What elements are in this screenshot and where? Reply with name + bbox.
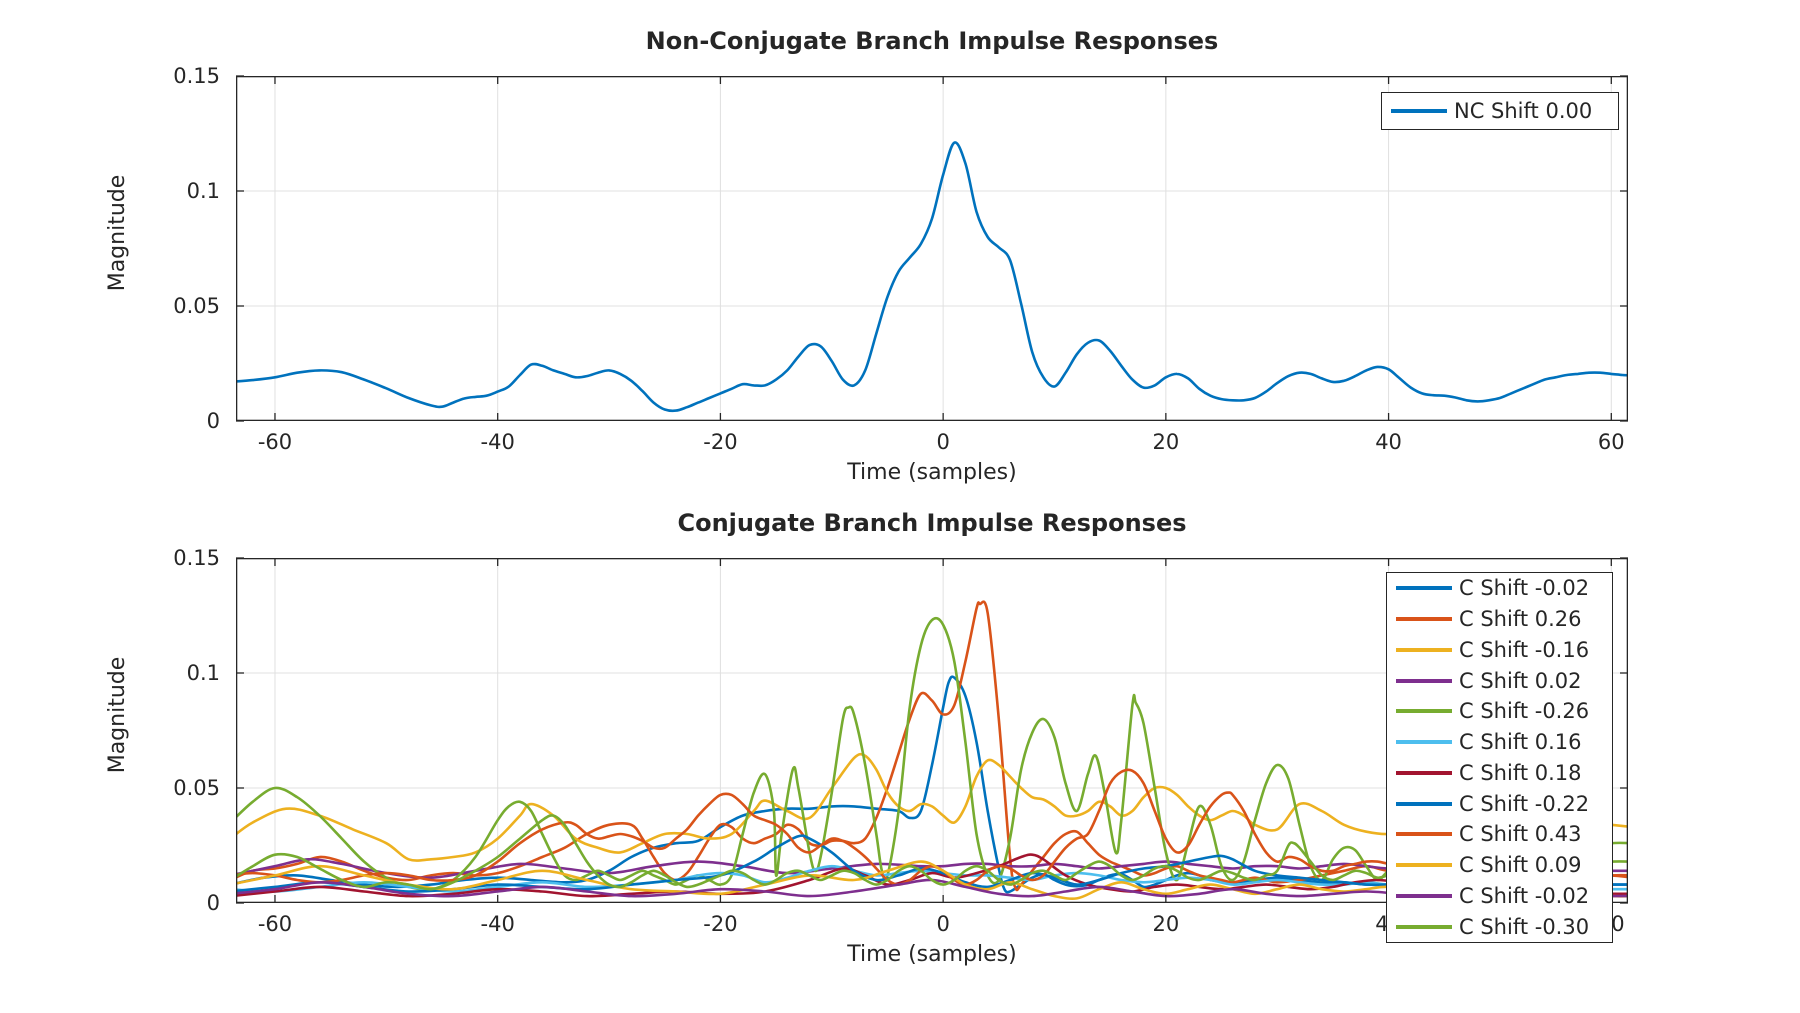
series-line <box>236 616 1628 891</box>
legend-item: C Shift -0.30 <box>1387 911 1612 942</box>
legend-label: C Shift -0.30 <box>1459 914 1590 939</box>
axes-border <box>235 75 1628 422</box>
legend-line-sample <box>1396 678 1452 683</box>
x-tick-label: 20 <box>1152 912 1180 936</box>
legend-line-sample <box>1396 924 1452 929</box>
plot-area-conjugate: Conjugate Branch Impulse Responses Magni… <box>105 509 1628 967</box>
legend-line-sample <box>1396 893 1452 898</box>
series-line <box>236 857 1628 880</box>
series-line <box>236 834 1628 893</box>
legend-line-sample <box>1396 740 1452 745</box>
legend-line-sample <box>1396 647 1452 652</box>
plot-canvas-1 <box>235 557 1628 904</box>
legend-item: C Shift -0.02 <box>1387 881 1612 912</box>
legend-item: C Shift 0.43 <box>1387 819 1612 850</box>
x-axis-label-non-conjugate: Time (samples) <box>847 460 1017 485</box>
x-tick-label: 40 <box>1375 430 1402 454</box>
legend-label: C Shift -0.02 <box>1459 576 1590 601</box>
legend-label: C Shift -0.16 <box>1459 637 1590 662</box>
legend-item: C Shift 0.02 <box>1387 665 1612 696</box>
y-tick-label: 0 <box>206 409 220 433</box>
legend-item: C Shift -0.26 <box>1387 696 1612 727</box>
legend-item: NC Shift 0.00 <box>1382 93 1618 129</box>
y-axis-label-non-conjugate: Magnitude <box>105 174 130 292</box>
x-tick-label: -20 <box>703 912 738 936</box>
plot-area-non-conjugate: Non-Conjugate Branch Impulse Responses M… <box>105 27 1628 485</box>
legend-item: C Shift -0.16 <box>1387 635 1612 666</box>
legend-line-sample <box>1396 586 1452 591</box>
x-tick-label: -40 <box>480 430 515 454</box>
x-tick-label: 20 <box>1152 430 1180 454</box>
x-tick-label: -20 <box>703 430 738 454</box>
legend-item: C Shift 0.26 <box>1387 604 1612 635</box>
legend-item: C Shift 0.18 <box>1387 758 1612 789</box>
y-tick-label: 0.1 <box>186 661 220 685</box>
plot-title-conjugate: Conjugate Branch Impulse Responses <box>677 509 1187 537</box>
y-tick-label: 0 <box>206 891 220 915</box>
x-tick-label: -60 <box>257 430 293 454</box>
x-axis-label-conjugate: Time (samples) <box>847 942 1017 967</box>
legend-label: C Shift 0.09 <box>1459 853 1582 878</box>
legend-label: NC Shift 0.00 <box>1454 99 1593 123</box>
series-line <box>236 768 1628 886</box>
y-axis-label-conjugate: Magnitude <box>105 656 130 774</box>
series-line <box>236 141 1628 413</box>
series-line <box>236 814 1628 891</box>
legend-line-sample <box>1396 863 1452 868</box>
legend-item: C Shift 0.09 <box>1387 850 1612 881</box>
legend-label: C Shift -0.02 <box>1459 883 1590 908</box>
legend-line-sample <box>1396 801 1452 806</box>
legend-item: C Shift -0.22 <box>1387 788 1612 819</box>
legend-line-sample <box>1396 770 1452 775</box>
x-tick-label: 0 <box>936 430 950 454</box>
legend-item: C Shift 0.16 <box>1387 727 1612 758</box>
y-tick-label: 0.1 <box>186 179 220 203</box>
legend-label: C Shift 0.43 <box>1459 822 1582 847</box>
y-tick-label: 0.15 <box>173 546 220 570</box>
legend-label: C Shift 0.16 <box>1459 730 1582 755</box>
legend-label: C Shift 0.18 <box>1459 760 1582 785</box>
series-line <box>236 600 1628 892</box>
legend-label: C Shift -0.26 <box>1459 699 1590 724</box>
x-tick-label: 60 <box>1597 430 1625 454</box>
legend-label: C Shift 0.26 <box>1459 607 1582 632</box>
series-line <box>236 853 1628 898</box>
x-tick-label: -40 <box>480 912 515 936</box>
legend-label: C Shift 0.02 <box>1459 668 1582 693</box>
y-tick-label: 0.05 <box>173 776 220 800</box>
axes-border <box>235 557 1628 904</box>
x-tick-label: 0 <box>936 912 950 936</box>
legend-line-sample <box>1396 832 1452 837</box>
legend-item: C Shift -0.02 <box>1387 573 1612 604</box>
y-tick-label: 0.05 <box>173 294 220 318</box>
plot-canvas-0 <box>235 75 1628 422</box>
legend-line-sample <box>1391 109 1447 113</box>
y-tick-label: 0.15 <box>173 64 220 88</box>
legend-conjugate: C Shift -0.02 C Shift 0.26 C Shift -0.16 C … <box>1386 572 1613 943</box>
series-line <box>236 860 1628 901</box>
series-line <box>236 752 1628 862</box>
plot-title-non-conjugate: Non-Conjugate Branch Impulse Responses <box>645 27 1219 55</box>
legend-line-sample <box>1396 617 1452 622</box>
legend-line-sample <box>1396 709 1452 714</box>
legend-non-conjugate: NC Shift 0.00 <box>1381 92 1619 130</box>
legend-label: C Shift -0.22 <box>1459 791 1590 816</box>
x-tick-label: -60 <box>257 912 293 936</box>
